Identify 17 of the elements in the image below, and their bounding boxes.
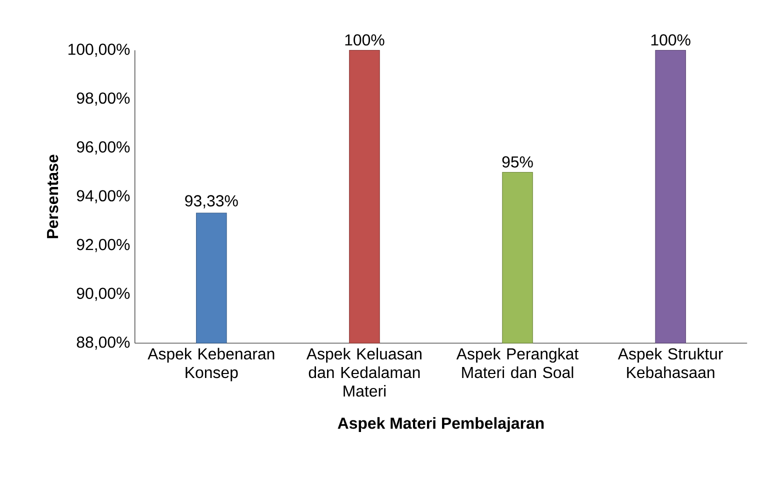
y-tick-label: 100,00% — [68, 44, 130, 57]
x-axis-title: Aspek Materi Pembelajaran — [338, 417, 544, 432]
y-tick-label: 90,00% — [76, 288, 130, 301]
x-tick-label: Aspek Perangkat Materi dan Soal — [456, 348, 579, 378]
y-axis-title: Persentase — [47, 154, 58, 238]
x-tick-label: Aspek Struktur Kebahasaan — [618, 348, 723, 378]
data-label: 93,33% — [185, 195, 238, 208]
data-label: 100% — [345, 34, 384, 46]
y-tick-label: 94,00% — [76, 190, 130, 204]
data-label: 100% — [651, 34, 690, 46]
x-tick-label: Aspek Keluasan dan Kedalaman Materi — [306, 348, 422, 397]
y-tick-label: 88,00% — [76, 336, 130, 350]
data-label: 95% — [502, 156, 533, 168]
y-tick-label: 96,00% — [76, 141, 130, 154]
x-tick-label: Aspek Kebenaran Konsep — [148, 348, 274, 382]
y-tick-label: 98,00% — [76, 92, 130, 106]
y-tick-label: 92,00% — [76, 238, 130, 252]
